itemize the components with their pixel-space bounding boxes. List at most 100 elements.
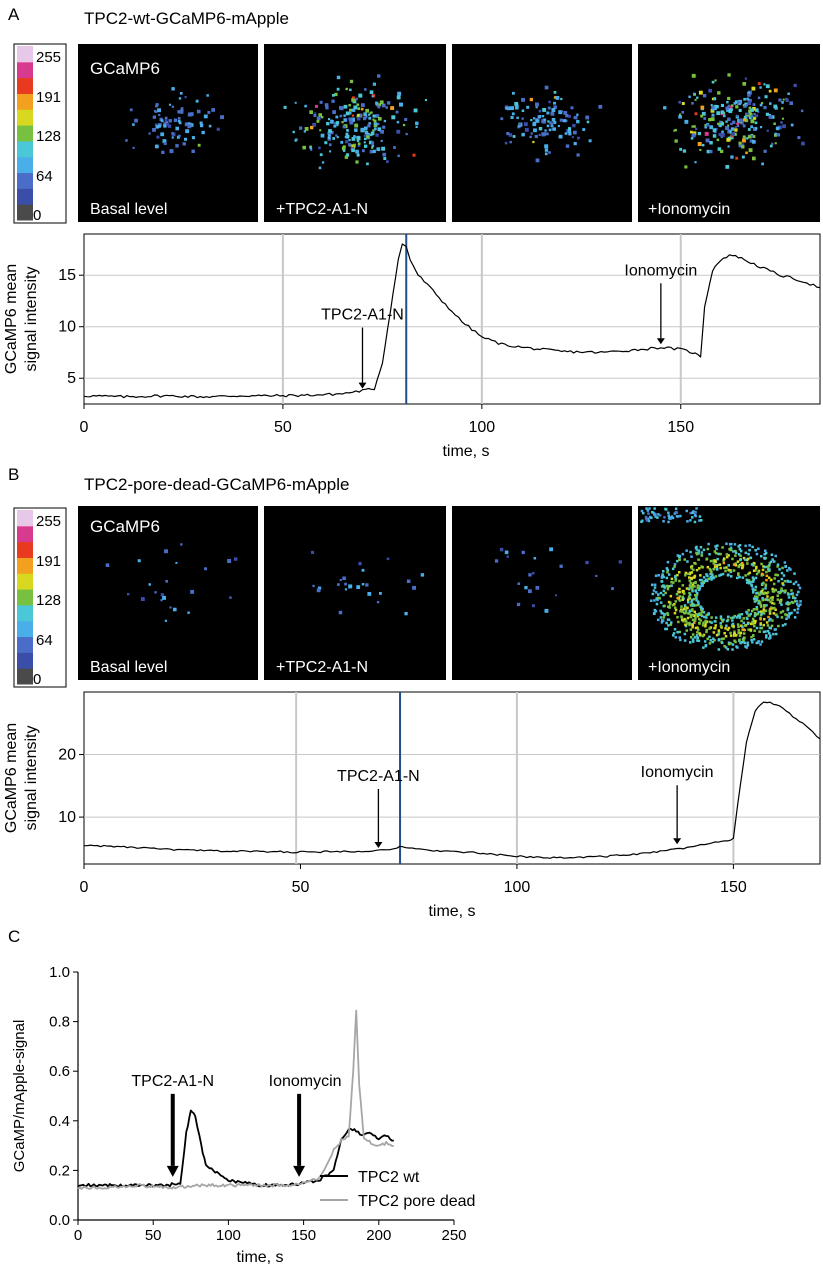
fluorescence-pixel [709,150,713,154]
fluorescence-pixel [767,576,771,579]
fluorescence-pixel [700,551,704,554]
fluorescence-pixel [690,576,693,580]
fluorescence-pixel [752,561,756,565]
fluorescence-pixel [344,135,347,139]
colorbar-segment [17,620,33,638]
fluorescence-pixel [352,143,356,147]
fluorescence-pixel [163,124,167,128]
panel-b-image-4: +Ionomycin [638,506,820,680]
colorbar-segment [17,541,33,558]
fluorescence-pixel [160,593,164,597]
fluorescence-pixel [719,120,722,123]
fluorescence-pixel [728,109,733,114]
fluorescence-pixel [765,112,769,116]
fluorescence-pixel [166,122,170,126]
fluorescence-pixel [741,625,744,628]
fluorescence-pixel [672,634,675,637]
fluorescence-pixel [545,132,549,136]
fluorescence-pixel [695,634,699,637]
fluorescence-pixel [383,119,386,123]
fluorescence-pixel [534,134,538,139]
fluorescence-pixel [695,127,698,131]
fluorescence-pixel [750,133,754,137]
fluorescence-pixel [521,97,525,102]
fluorescence-pixel [531,604,535,608]
colorbar-segment [17,156,33,174]
fluorescence-pixel [773,560,776,563]
image-label: GCaMP6 [90,517,160,536]
fluorescence-pixel [722,618,725,622]
fluorescence-pixel [764,584,767,587]
fluorescence-pixel [774,573,778,577]
fluorescence-pixel [663,614,666,617]
fluorescence-pixel [711,80,715,84]
fluorescence-pixel [696,614,700,618]
fluorescence-pixel [582,128,586,131]
fluorescence-pixel [774,133,777,137]
fluorescence-pixel [127,593,130,596]
fluorescence-pixel [774,613,778,617]
fluorescence-pixel [678,636,681,639]
fluorescence-pixel [711,113,715,117]
fluorescence-pixel [724,635,728,638]
fluorescence-pixel [353,135,356,138]
fluorescence-pixel [360,103,365,108]
fluorescence-pixel [730,155,734,159]
fluorescence-pixel [180,110,184,114]
fluorescence-pixel [768,89,772,93]
fluorescence-pixel [157,108,161,113]
fluorescence-pixel [794,597,797,600]
fluorescence-pixel [685,629,688,632]
fluorescence-pixel [738,575,741,579]
fluorescence-pixel [553,121,557,124]
fluorescence-pixel [742,118,746,122]
fluorescence-pixel [692,576,695,579]
fluorescence-pixel [755,626,759,630]
x-tick-label: 50 [292,879,310,896]
fluorescence-pixel [684,571,688,575]
fluorescence-pixel [732,616,735,619]
fluorescence-pixel [733,614,736,618]
fluorescence-pixel [701,624,705,627]
fluorescence-pixel [678,115,682,119]
fluorescence-pixel [352,108,356,112]
fluorescence-pixel [361,107,364,111]
fluorescence-pixel [332,137,335,140]
fluorescence-pixel [402,123,406,127]
fluorescence-pixel [405,132,408,136]
fluorescence-pixel [661,573,664,576]
fluorescence-pixel [732,625,735,628]
fluorescence-pixel [657,618,660,622]
fluorescence-pixel [715,567,718,571]
fluorescence-pixel [694,604,697,607]
fluorescence-pixel [750,639,753,642]
fluorescence-pixel [773,122,776,125]
fluorescence-pixel [191,136,195,140]
fluorescence-pixel [752,591,755,594]
fluorescence-pixel [180,107,184,110]
fluorescence-pixel [200,123,204,128]
fluorescence-pixel [646,509,650,512]
fluorescence-pixel [234,557,238,561]
fluorescence-pixel [178,117,181,120]
fluorescence-pixel [160,119,164,123]
fluorescence-pixel [697,588,701,592]
fluorescence-pixel [695,507,698,510]
fluorescence-pixel [769,607,772,611]
fluorescence-pixel [741,155,745,159]
fluorescence-pixel [738,634,742,637]
fluorescence-pixel [721,641,724,645]
fluorescence-pixel [692,568,695,572]
fluorescence-pixel [703,117,707,120]
fluorescence-pixel [763,149,767,153]
fluorescence-pixel [356,115,359,118]
fluorescence-pixel [688,584,692,587]
fluorescence-pixel [229,596,232,599]
fluorescence-pixel [695,552,699,556]
fluorescence-pixel [532,122,537,127]
fluorescence-pixel [576,153,580,157]
fluorescence-pixel [303,130,306,133]
fluorescence-pixel [737,573,740,576]
fluorescence-pixel [688,623,691,627]
fluorescence-pixel [294,139,297,142]
